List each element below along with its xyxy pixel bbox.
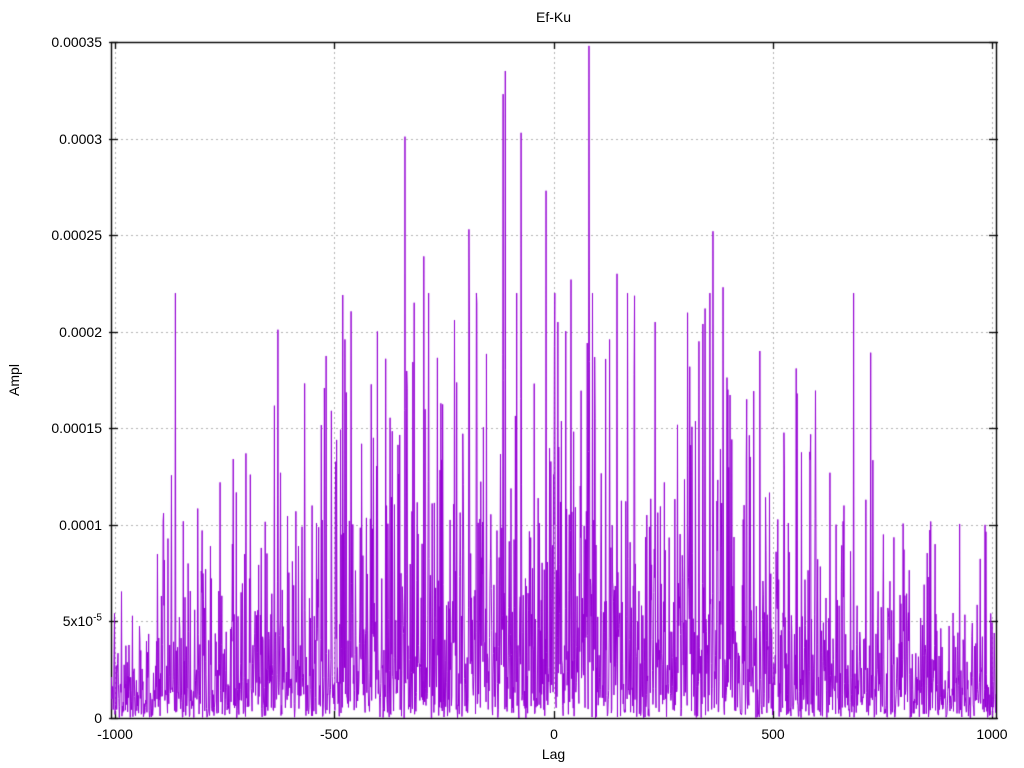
y-axis-label: Ampl (6, 364, 22, 396)
y-tick-label: 0.00025 (51, 227, 102, 243)
x-tick-label: 0 (550, 726, 558, 742)
y-tick-label: 0.0003 (59, 131, 102, 147)
x-tick-label: -1000 (97, 726, 133, 742)
y-tick-label: 5x10-5 (62, 612, 102, 629)
y-tick-label: 0 (94, 710, 102, 726)
y-tick-label: 0.00015 (51, 420, 102, 436)
y-tick-label: 0.0002 (59, 324, 102, 340)
x-tick-label: 500 (761, 726, 785, 742)
y-tick-label: 0.0001 (59, 517, 102, 533)
chart-title: Ef-Ku (535, 9, 571, 25)
x-tick-label: -500 (319, 726, 349, 742)
x-tick-label: 1000 (976, 726, 1008, 742)
x-axis-label: Lag (541, 746, 566, 762)
y-tick-label: 0.00035 (51, 34, 102, 50)
